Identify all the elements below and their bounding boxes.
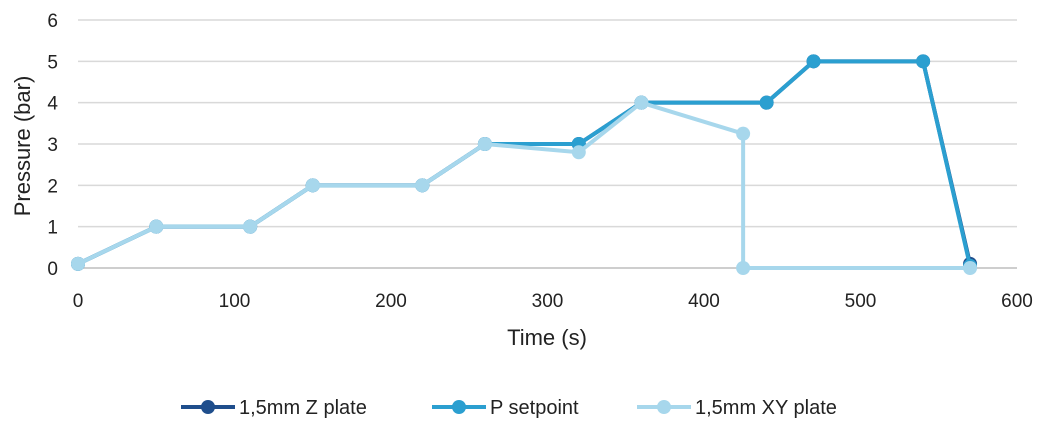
data-point bbox=[759, 95, 774, 110]
data-point bbox=[634, 95, 649, 110]
data-point bbox=[477, 137, 492, 151]
x-tick-label: 300 bbox=[532, 291, 564, 312]
x-tick-label: 100 bbox=[219, 291, 251, 312]
data-point bbox=[806, 54, 821, 69]
legend-swatch-marker bbox=[201, 400, 215, 414]
legend-item: 1,5mm XY plate bbox=[637, 397, 837, 419]
legend-swatch-marker bbox=[452, 400, 466, 414]
y-tick-label: 0 bbox=[47, 259, 58, 280]
data-point bbox=[305, 178, 320, 193]
data-point bbox=[243, 219, 258, 234]
y-axis-ticks: 0 1 2 3 4 5 6 bbox=[47, 11, 58, 280]
legend-swatch-marker bbox=[657, 400, 671, 414]
series-2 bbox=[71, 95, 978, 275]
x-tick-label: 400 bbox=[688, 291, 720, 312]
legend-label: 1,5mm Z plate bbox=[239, 397, 367, 419]
data-point bbox=[71, 256, 85, 271]
data-point bbox=[916, 54, 931, 69]
y-tick-label: 2 bbox=[47, 176, 58, 197]
series-line bbox=[77, 59, 972, 267]
y-tick-label: 3 bbox=[47, 135, 58, 156]
x-tick-label: 0 bbox=[73, 291, 84, 312]
x-axis-ticks: 0 100 200 300 400 500 600 bbox=[73, 291, 1033, 312]
series-0 bbox=[71, 54, 978, 271]
y-tick-label: 6 bbox=[47, 11, 58, 32]
x-tick-label: 200 bbox=[375, 291, 407, 312]
x-tick-label: 600 bbox=[1001, 291, 1033, 312]
data-point bbox=[149, 219, 164, 234]
x-axis-title: Time (s) bbox=[507, 325, 587, 350]
legend-label: P setpoint bbox=[490, 397, 579, 419]
data-point bbox=[736, 126, 751, 141]
x-tick-label: 500 bbox=[845, 291, 877, 312]
data-point bbox=[415, 178, 430, 193]
data-point bbox=[736, 261, 751, 275]
y-tick-label: 1 bbox=[47, 218, 58, 239]
legend: 1,5mm Z plate P setpoint 1,5mm XY plate bbox=[181, 397, 837, 419]
y-tick-label: 5 bbox=[47, 52, 58, 73]
plot-area bbox=[71, 54, 978, 275]
y-tick-label: 4 bbox=[47, 94, 58, 115]
series-line bbox=[77, 59, 972, 266]
data-point bbox=[571, 145, 586, 160]
legend-item: 1,5mm Z plate bbox=[181, 397, 367, 419]
legend-label: 1,5mm XY plate bbox=[695, 397, 837, 419]
series-1 bbox=[71, 54, 978, 273]
data-point bbox=[963, 261, 978, 275]
y-axis-title: Pressure (bar) bbox=[10, 76, 35, 217]
legend-item: P setpoint bbox=[432, 397, 579, 419]
